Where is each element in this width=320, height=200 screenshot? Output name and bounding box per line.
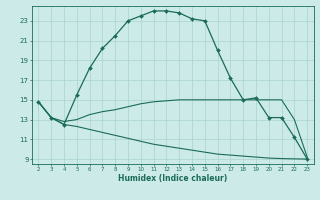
X-axis label: Humidex (Indice chaleur): Humidex (Indice chaleur) (118, 174, 228, 183)
